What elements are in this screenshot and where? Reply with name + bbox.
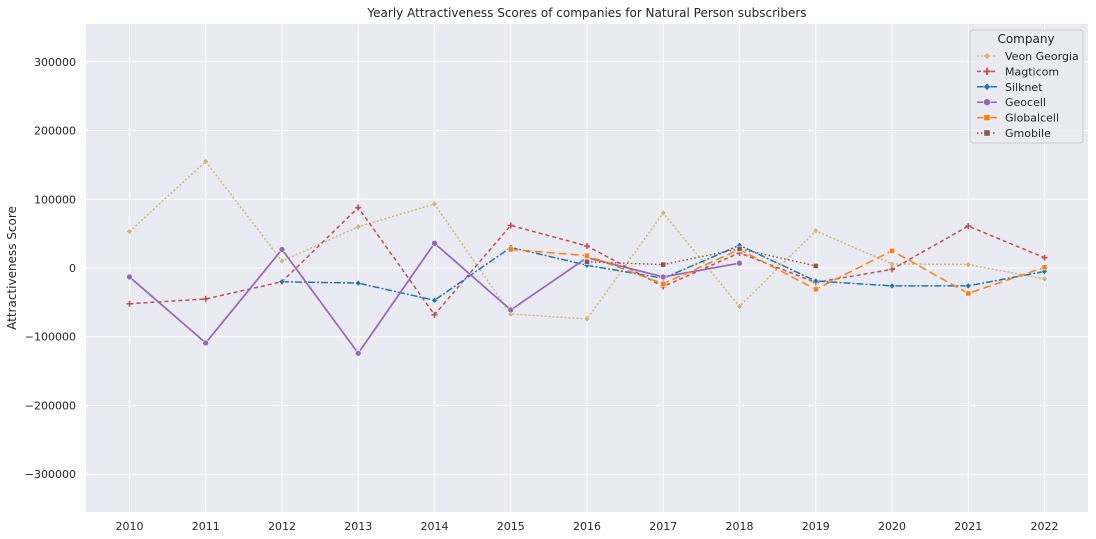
chart-title: Yearly Attractiveness Scores of companie… xyxy=(366,6,806,20)
data-point xyxy=(126,228,133,235)
data-point xyxy=(660,280,667,287)
data-point xyxy=(659,273,667,281)
legend-item: Magticom xyxy=(977,65,1059,78)
x-tick-label: 2014 xyxy=(420,520,448,533)
legend-frame xyxy=(969,29,1084,144)
x-tick-label: 2013 xyxy=(344,520,372,533)
data-point xyxy=(202,158,210,165)
x-tick-label: 2020 xyxy=(878,520,906,533)
data-point xyxy=(736,245,743,252)
data-point xyxy=(736,303,743,310)
data-point xyxy=(431,296,438,304)
data-point xyxy=(278,257,286,265)
x-tick-label: 2011 xyxy=(192,520,220,533)
data-point xyxy=(983,129,991,137)
data-point xyxy=(889,266,896,273)
data-point xyxy=(660,261,667,268)
data-point xyxy=(431,311,438,318)
data-point xyxy=(736,259,743,267)
series-gmobile xyxy=(584,245,819,269)
data-point xyxy=(964,261,972,268)
data-point xyxy=(584,252,590,259)
y-tick-label: 0 xyxy=(69,262,76,275)
y-tick-label: 100000 xyxy=(34,193,76,206)
data-point xyxy=(278,246,286,253)
y-axis-label: Attractiveness Score xyxy=(5,206,19,330)
series-geocell xyxy=(126,239,743,357)
legend-label: Geocell xyxy=(1005,96,1046,109)
y-tick-label: 300000 xyxy=(34,56,76,69)
legend: Company Veon Georgia Magticom Silknet Geoce… xyxy=(969,29,1084,144)
x-tick-label: 2015 xyxy=(497,520,525,533)
tick-labels: 2010 2011 2012 2013 2014 2015 2016 2017 2018 2019… xyxy=(25,56,1059,533)
x-tick-label: 2017 xyxy=(649,520,677,533)
data-point xyxy=(354,349,362,357)
data-point xyxy=(126,273,133,281)
series-line xyxy=(281,244,1045,302)
data-point xyxy=(983,98,991,107)
data-point xyxy=(354,223,362,231)
data-point xyxy=(812,263,819,269)
legend-label: Globalcell xyxy=(1005,112,1059,125)
data-point xyxy=(1041,275,1048,283)
legend-item: Globalcell xyxy=(977,112,1059,125)
x-tick-label: 2012 xyxy=(268,520,296,533)
x-tick-label: 2018 xyxy=(726,520,754,533)
data-point xyxy=(964,282,972,290)
legend-title: Company xyxy=(997,32,1054,46)
legend-label: Veon Georgia xyxy=(1005,50,1079,63)
data-point xyxy=(583,315,591,323)
legend-label: Magticom xyxy=(1005,65,1059,78)
data-point xyxy=(507,246,514,253)
legend-item: Veon Georgia xyxy=(977,50,1079,63)
y-tick-label: −300000 xyxy=(25,468,76,481)
y-tick-label: 200000 xyxy=(34,125,76,138)
data-point xyxy=(1041,264,1048,271)
legend-label: Gmobile xyxy=(1005,127,1051,140)
y-tick-label: −200000 xyxy=(25,399,76,412)
data-point xyxy=(584,258,590,265)
data-point xyxy=(965,290,972,297)
data-point xyxy=(507,306,515,314)
x-tick-label: 2010 xyxy=(115,520,143,533)
data-point xyxy=(889,247,895,254)
series-line xyxy=(586,248,816,267)
data-point xyxy=(584,243,590,250)
x-tick-label: 2016 xyxy=(573,520,601,533)
data-point xyxy=(812,227,820,235)
data-point xyxy=(983,52,991,60)
data-point xyxy=(354,279,362,287)
data-point xyxy=(659,209,667,217)
data-point xyxy=(983,114,991,122)
data-point xyxy=(983,67,991,75)
series xyxy=(126,158,1048,357)
data-point xyxy=(812,277,820,285)
data-point xyxy=(1041,254,1048,261)
data-point xyxy=(965,223,972,230)
data-point xyxy=(812,286,819,293)
series-silknet xyxy=(278,241,1048,304)
data-point xyxy=(431,200,438,208)
data-point xyxy=(888,282,896,290)
legend-item: Gmobile xyxy=(977,127,1051,140)
data-point xyxy=(431,239,438,247)
legend-item: Silknet xyxy=(977,81,1043,94)
data-point xyxy=(202,295,209,302)
data-point xyxy=(126,300,133,307)
legend-label: Silknet xyxy=(1005,81,1043,94)
data-point xyxy=(983,82,991,91)
x-tick-label: 2022 xyxy=(1031,520,1059,533)
legend-item: Geocell xyxy=(977,96,1046,109)
data-point xyxy=(355,204,362,211)
x-tick-label: 2019 xyxy=(802,520,830,533)
data-point xyxy=(202,339,210,347)
y-tick-label: −100000 xyxy=(25,331,76,344)
x-tick-label: 2021 xyxy=(954,520,982,533)
data-point xyxy=(278,278,286,286)
series-veon-georgia xyxy=(126,158,1048,323)
series-line xyxy=(510,248,1045,295)
data-point xyxy=(507,222,514,229)
